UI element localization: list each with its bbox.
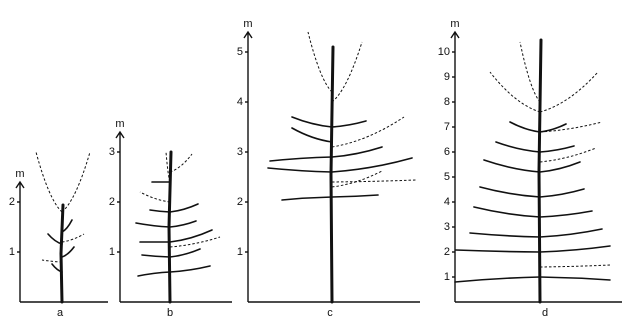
branch — [170, 249, 200, 257]
shoot — [540, 148, 596, 162]
shoot — [308, 32, 332, 92]
branch — [480, 187, 540, 197]
tick-label: 1 — [444, 271, 450, 283]
branch — [170, 221, 196, 227]
trunk — [61, 205, 63, 302]
branch — [136, 223, 170, 227]
branch — [540, 124, 566, 132]
tick-label: 2 — [109, 196, 115, 208]
tick-label: 1 — [109, 246, 115, 258]
shoot — [332, 171, 382, 187]
branch — [142, 255, 170, 257]
tick-label: 4 — [444, 196, 450, 208]
shoot — [540, 72, 598, 112]
tick-label: 8 — [444, 96, 450, 108]
tick-label: 3 — [237, 146, 243, 158]
tick-label: 2 — [9, 196, 15, 208]
shoot — [42, 260, 62, 262]
branch — [540, 146, 574, 152]
branch — [268, 168, 332, 172]
branch — [474, 207, 540, 217]
branch — [540, 211, 592, 217]
tick-label: 1 — [237, 246, 243, 258]
trunk — [539, 40, 541, 302]
panel-label: c — [327, 307, 333, 319]
branch — [332, 158, 412, 172]
axis-unit: m — [243, 18, 252, 30]
tick-label: 2 — [444, 246, 450, 258]
branch — [292, 117, 332, 127]
branch — [332, 195, 378, 197]
tick-label: 7 — [444, 121, 450, 133]
shoot — [540, 265, 610, 267]
tick-label: 3 — [109, 146, 115, 158]
branch — [510, 122, 540, 132]
shoot — [332, 117, 404, 147]
shoot — [62, 234, 84, 242]
shoot — [36, 152, 62, 212]
branch — [62, 247, 74, 257]
branch — [150, 210, 170, 212]
branch — [496, 142, 540, 152]
branch — [540, 189, 584, 197]
shoot — [332, 180, 416, 182]
shoot — [490, 72, 540, 112]
panel-label: b — [167, 307, 173, 319]
branch — [332, 147, 382, 157]
branch — [170, 230, 212, 242]
branch — [455, 277, 540, 282]
trunk — [331, 47, 333, 302]
branch — [48, 234, 62, 244]
panel-label: d — [542, 307, 548, 319]
branch — [540, 246, 610, 252]
axis-unit: m — [450, 18, 459, 30]
tick-label: 3 — [444, 221, 450, 233]
figure: m 1 2 a m 1 2 3 b m 1 2 3 4 5 c m 1 2 3 4 5 6 7 8 9 10 d — [0, 0, 627, 319]
tick-label: 4 — [237, 96, 243, 108]
axis-unit: m — [115, 118, 124, 130]
branch — [138, 272, 170, 276]
branch — [456, 250, 540, 252]
axis — [116, 132, 232, 302]
tick-label: 5 — [237, 46, 243, 58]
branch — [470, 233, 540, 237]
branch — [270, 157, 332, 161]
shoot — [170, 154, 192, 172]
axis-unit: m — [15, 168, 24, 180]
branch — [170, 204, 198, 212]
shoot — [520, 42, 540, 102]
shoot — [332, 42, 362, 102]
panel-label: a — [57, 307, 64, 319]
branch — [292, 128, 332, 142]
branch — [540, 277, 610, 280]
branch — [282, 197, 332, 200]
branch — [332, 121, 366, 127]
shoot — [62, 152, 90, 212]
tick-label: 6 — [444, 146, 450, 158]
tick-label: 2 — [237, 196, 243, 208]
branch — [170, 266, 210, 272]
tick-label: 9 — [444, 71, 450, 83]
tick-label: 10 — [438, 46, 450, 58]
branch — [540, 229, 602, 237]
branch — [484, 160, 540, 172]
axis — [451, 32, 622, 302]
shoot — [140, 192, 170, 202]
branch — [540, 162, 580, 172]
tick-label: 5 — [444, 171, 450, 183]
shoot — [170, 237, 220, 247]
tick-label: 1 — [9, 246, 15, 258]
